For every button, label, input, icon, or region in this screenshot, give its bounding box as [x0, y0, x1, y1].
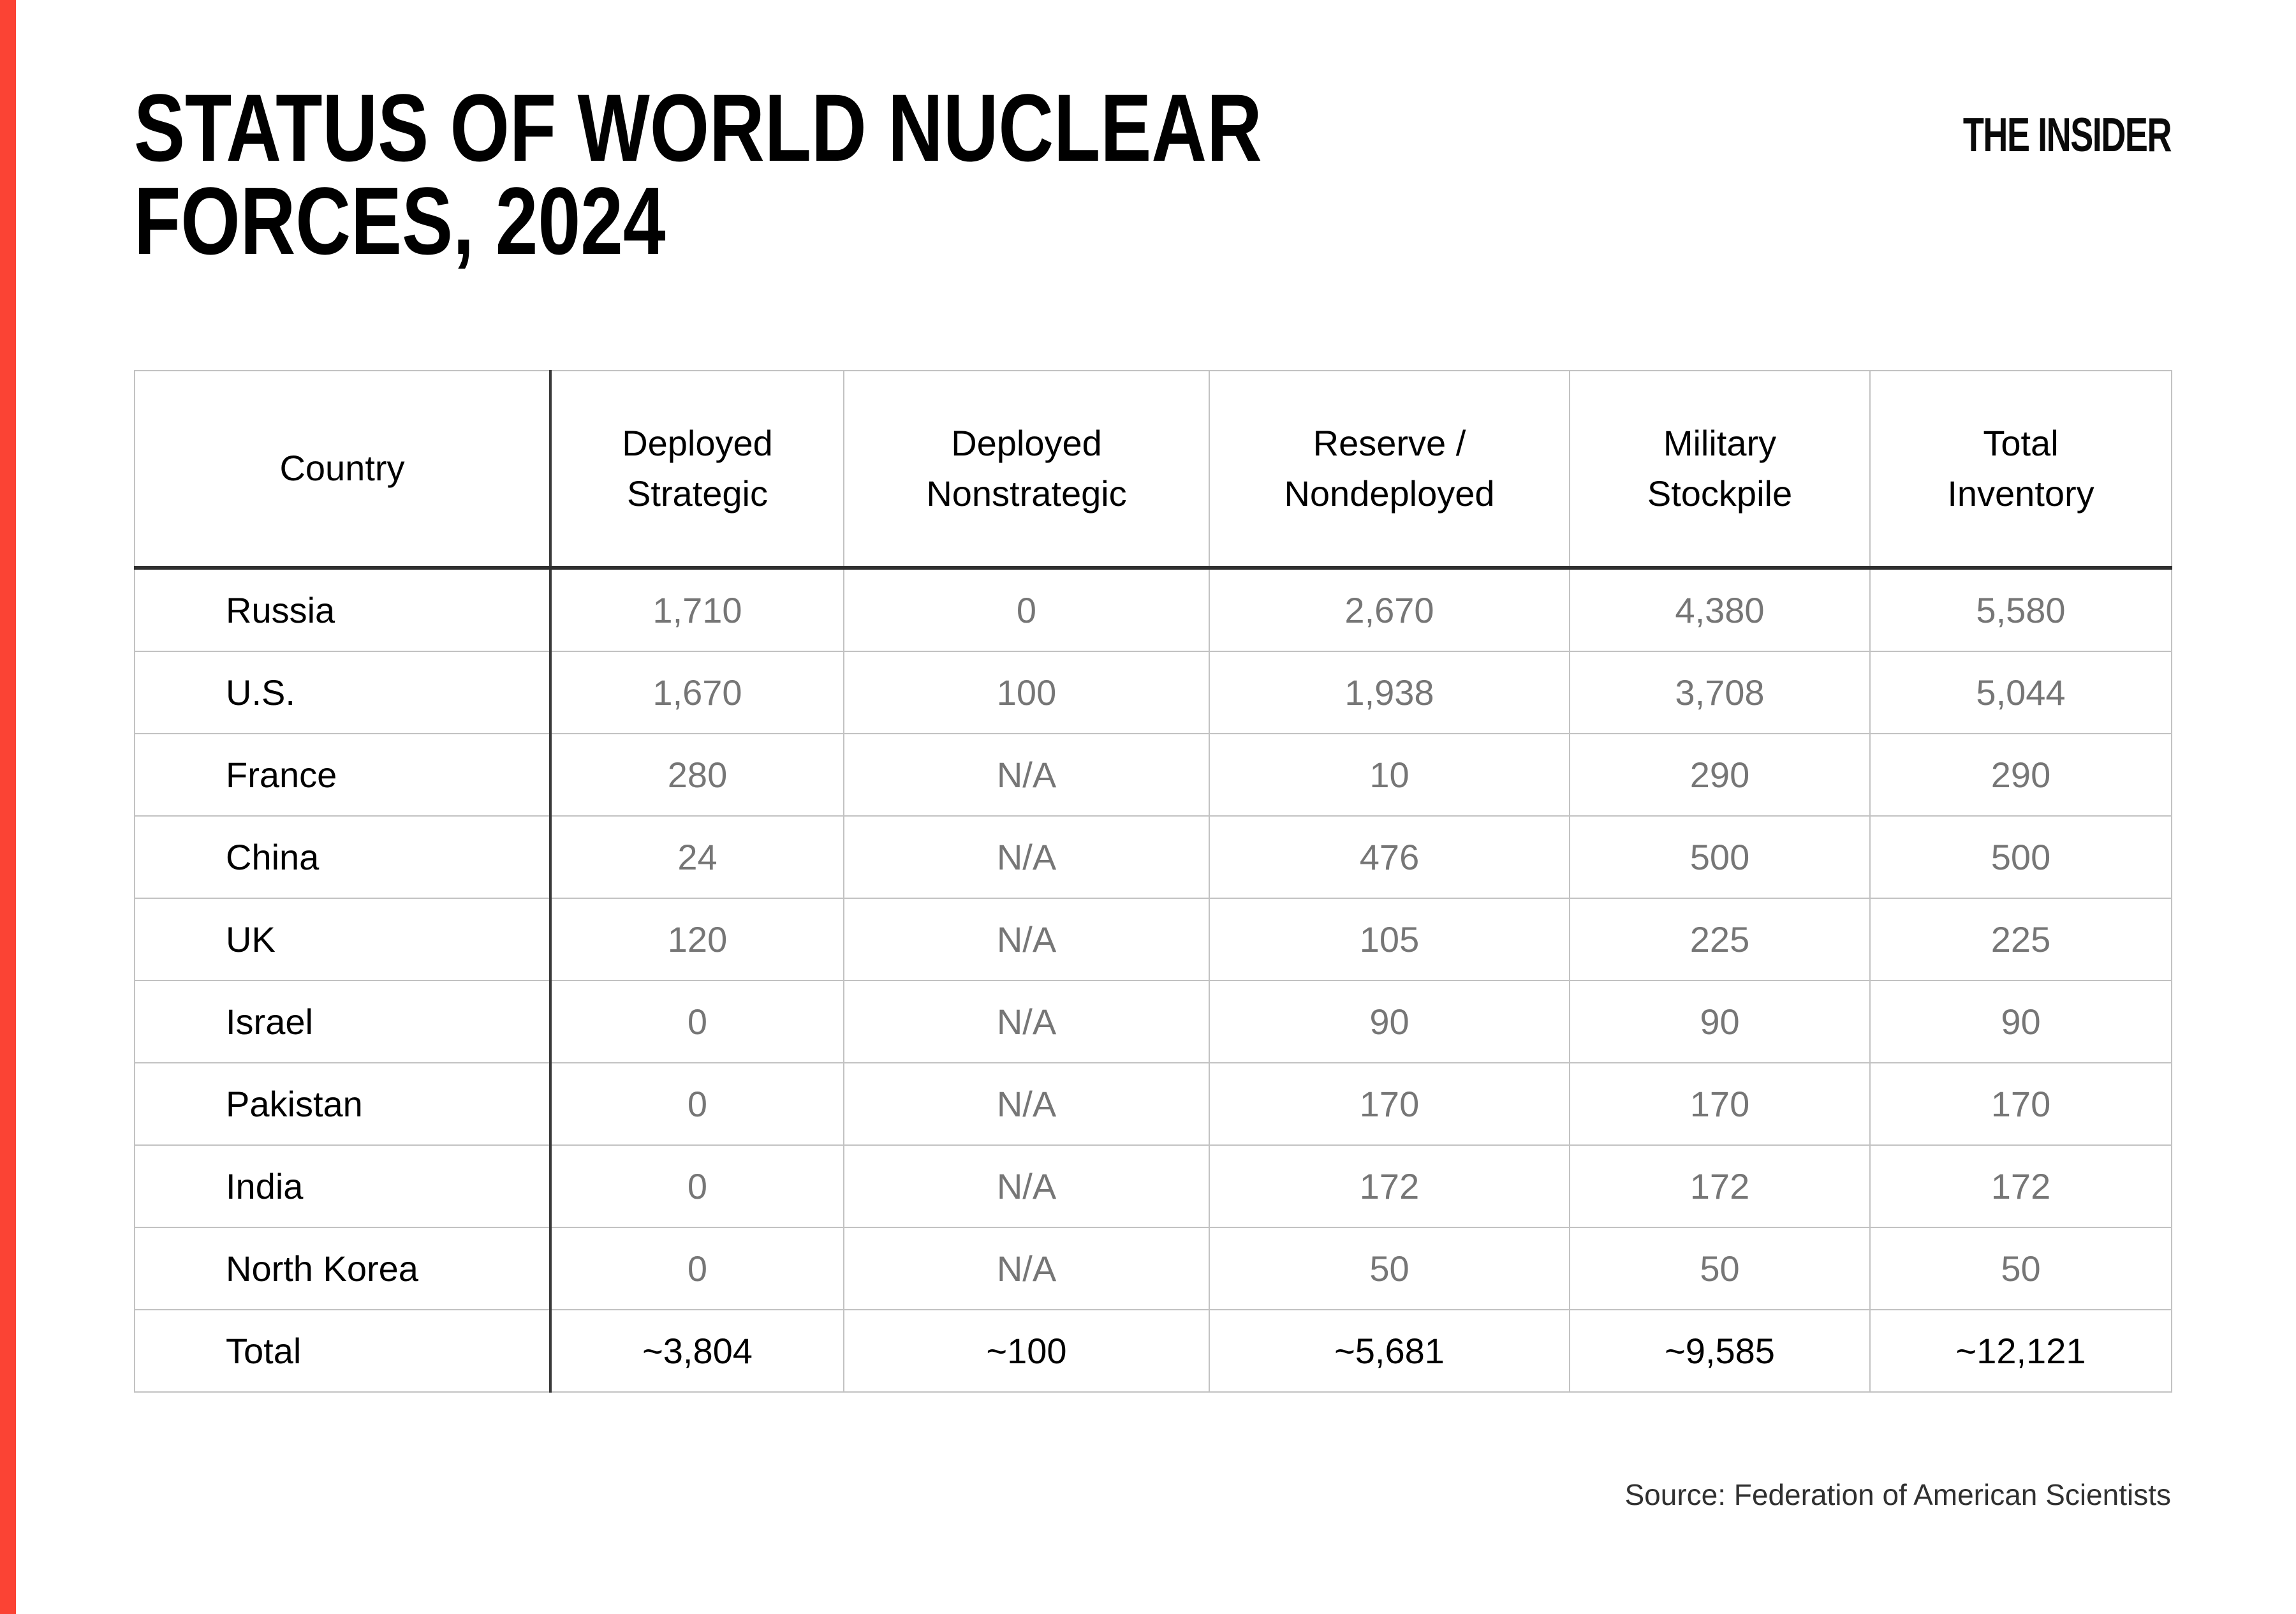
- value-cell: 170: [1209, 1062, 1570, 1146]
- value-cell: 280: [550, 733, 844, 817]
- value-cell: 476: [1209, 815, 1570, 899]
- value-cell: N/A: [843, 733, 1210, 817]
- value-cell: N/A: [843, 980, 1210, 1063]
- value-cell: 0: [550, 1144, 844, 1228]
- value-cell: 2,670: [1209, 567, 1570, 652]
- table-row: India 0 N/A 172 172 172: [134, 1144, 2172, 1228]
- col-header-military-stockpile: Military Stockpile: [1569, 370, 1871, 570]
- value-cell: 1,710: [550, 567, 844, 652]
- value-cell: N/A: [843, 898, 1210, 981]
- value-cell: 500: [1569, 815, 1871, 899]
- col-header-deployed-nonstrategic: Deployed Nonstrategic: [843, 370, 1210, 570]
- table-body: Russia 1,710 0 2,670 4,380 5,580 U.S. 1,670 100 1…: [134, 567, 2172, 1393]
- value-cell: N/A: [843, 815, 1210, 899]
- value-cell: 0: [550, 980, 844, 1063]
- value-cell: 120: [550, 898, 844, 981]
- table-row: France 280 N/A 10 290 290: [134, 733, 2172, 817]
- value-cell: 90: [1209, 980, 1570, 1063]
- source-attribution: Source: Federation of American Scientist…: [1624, 1478, 2171, 1511]
- table-header: Country Deployed Strategic Deployed Nons…: [134, 370, 2172, 570]
- value-cell: 0: [550, 1227, 844, 1310]
- accent-bar: [0, 0, 16, 1614]
- value-cell: 500: [1869, 815, 2172, 899]
- country-cell: U.S.: [134, 651, 552, 734]
- value-cell: 5,044: [1869, 651, 2172, 734]
- nuclear-forces-table: Country Deployed Strategic Deployed Nons…: [134, 370, 2172, 1393]
- value-cell: 10: [1209, 733, 1570, 817]
- table-row: Israel 0 N/A 90 90 90: [134, 980, 2172, 1063]
- value-cell: ~3,804: [550, 1309, 844, 1393]
- value-cell: 170: [1569, 1062, 1871, 1146]
- page-title-line-2: FORCES, 2024: [134, 167, 666, 274]
- value-cell: 24: [550, 815, 844, 899]
- value-cell: 290: [1869, 733, 2172, 817]
- table-row: Total ~3,804 ~100 ~5,681 ~9,585 ~12,121: [134, 1309, 2172, 1393]
- value-cell: 90: [1569, 980, 1871, 1063]
- table-row: UK 120 N/A 105 225 225: [134, 898, 2172, 981]
- country-cell: UK: [134, 898, 552, 981]
- value-cell: 90: [1869, 980, 2172, 1063]
- value-cell: ~100: [843, 1309, 1210, 1393]
- country-cell: Israel: [134, 980, 552, 1063]
- country-cell: Pakistan: [134, 1062, 552, 1146]
- value-cell: 1,670: [550, 651, 844, 734]
- table-row: Pakistan 0 N/A 170 170 170: [134, 1062, 2172, 1146]
- value-cell: ~12,121: [1869, 1309, 2172, 1393]
- value-cell: 225: [1569, 898, 1871, 981]
- value-cell: 225: [1869, 898, 2172, 981]
- col-header-reserve-nondeployed: Reserve / Nondeployed: [1209, 370, 1570, 570]
- value-cell: 0: [550, 1062, 844, 1146]
- table-wrap: Country Deployed Strategic Deployed Nons…: [134, 370, 2172, 1393]
- col-header-total-inventory: Total Inventory: [1869, 370, 2172, 570]
- value-cell: N/A: [843, 1227, 1210, 1310]
- country-cell: North Korea: [134, 1227, 552, 1310]
- value-cell: ~5,681: [1209, 1309, 1570, 1393]
- value-cell: 1,938: [1209, 651, 1570, 734]
- col-header-deployed-strategic: Deployed Strategic: [550, 370, 844, 570]
- header-row: Country Deployed Strategic Deployed Nons…: [134, 370, 2172, 570]
- page-title-line-1: STATUS OF WORLD NUCLEAR: [134, 74, 1262, 181]
- value-cell: 50: [1869, 1227, 2172, 1310]
- brand-logo: THE INSIDER: [1962, 108, 2172, 161]
- value-cell: 0: [843, 567, 1210, 652]
- col-header-country: Country: [134, 370, 552, 570]
- value-cell: 100: [843, 651, 1210, 734]
- table-row: North Korea 0 N/A 50 50 50: [134, 1227, 2172, 1310]
- value-cell: ~9,585: [1569, 1309, 1871, 1393]
- value-cell: N/A: [843, 1144, 1210, 1228]
- country-cell: India: [134, 1144, 552, 1228]
- value-cell: 50: [1569, 1227, 1871, 1310]
- value-cell: 105: [1209, 898, 1570, 981]
- country-cell: Russia: [134, 567, 552, 652]
- value-cell: 5,580: [1869, 567, 2172, 652]
- value-cell: 172: [1869, 1144, 2172, 1228]
- value-cell: 172: [1569, 1144, 1871, 1228]
- country-cell: China: [134, 815, 552, 899]
- value-cell: 170: [1869, 1062, 2172, 1146]
- page-title: STATUS OF WORLD NUCLEAR FORCES, 2024: [134, 74, 1262, 274]
- value-cell: 4,380: [1569, 567, 1871, 652]
- table-row: Russia 1,710 0 2,670 4,380 5,580: [134, 567, 2172, 652]
- table-row: China 24 N/A 476 500 500: [134, 815, 2172, 899]
- country-cell: France: [134, 733, 552, 817]
- country-cell: Total: [134, 1309, 552, 1393]
- value-cell: 290: [1569, 733, 1871, 817]
- value-cell: 172: [1209, 1144, 1570, 1228]
- table-row: U.S. 1,670 100 1,938 3,708 5,044: [134, 651, 2172, 734]
- value-cell: 50: [1209, 1227, 1570, 1310]
- value-cell: 3,708: [1569, 651, 1871, 734]
- value-cell: N/A: [843, 1062, 1210, 1146]
